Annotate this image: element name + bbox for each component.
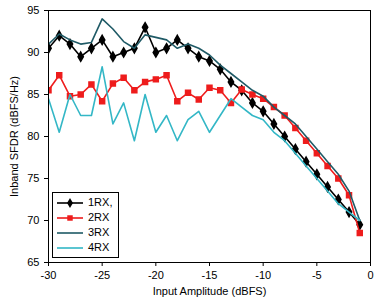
svg-text:70: 70 [27, 214, 39, 226]
html-text:1RX,: 1RX, [88, 196, 113, 208]
html-text:4RX: 4RX [88, 241, 110, 253]
svg-text:-25: -25 [94, 269, 110, 281]
svg-text:75: 75 [27, 172, 39, 184]
svg-text:Input Amplitude (dBFS): Input Amplitude (dBFS) [153, 285, 267, 297]
html-text:2RX: 2RX [88, 211, 110, 223]
svg-text:-20: -20 [148, 269, 164, 281]
svg-text:85: 85 [27, 88, 39, 100]
svg-text:-5: -5 [312, 269, 322, 281]
svg-text:90: 90 [27, 46, 39, 58]
svg-text:-15: -15 [202, 269, 218, 281]
svg-text:-30: -30 [41, 269, 57, 281]
svg-text:80: 80 [27, 130, 39, 142]
svg-text:65: 65 [27, 256, 39, 268]
svg-text:-10: -10 [255, 269, 271, 281]
html-text:3RX: 3RX [88, 226, 110, 238]
svg-text:Inband SFDR (dBFS/Hz): Inband SFDR (dBFS/Hz) [8, 76, 20, 197]
svg-text:95: 95 [27, 4, 39, 16]
svg-text:0: 0 [367, 269, 373, 281]
